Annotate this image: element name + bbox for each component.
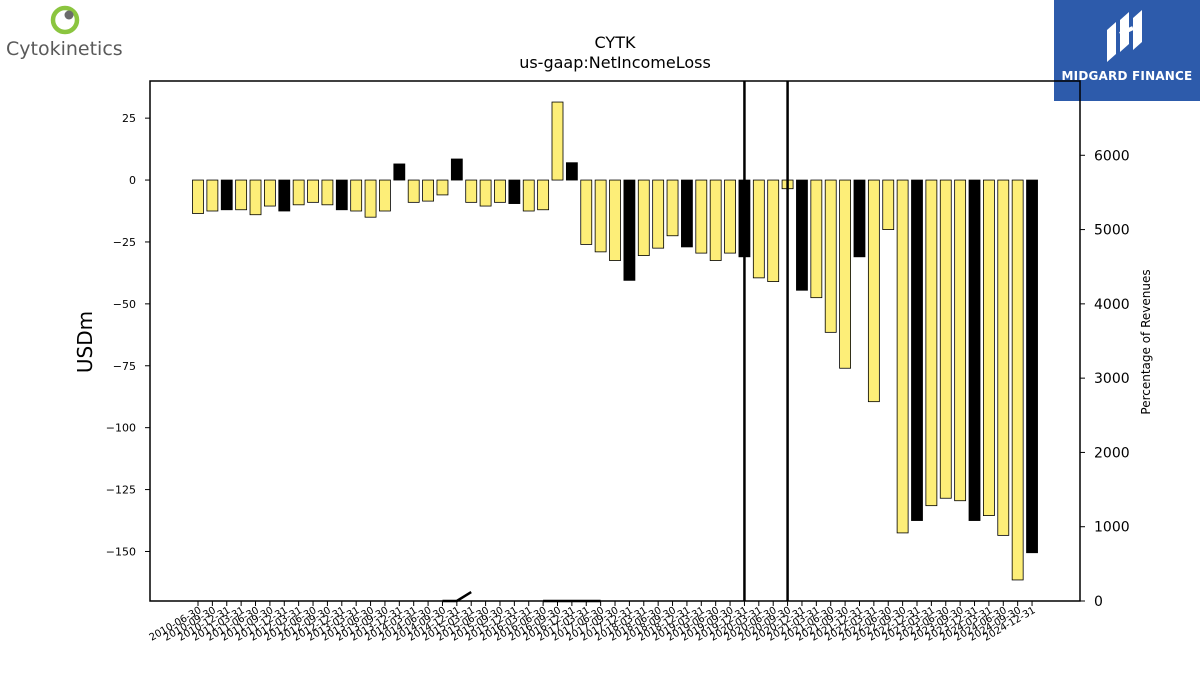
y2-tick-label: 5000 bbox=[1094, 223, 1130, 239]
y-tick-label: −75 bbox=[113, 360, 136, 373]
bar-2011-03-31 bbox=[235, 179, 248, 211]
bar-2016-09-30 bbox=[551, 101, 564, 181]
y-tick-label: −50 bbox=[113, 298, 136, 311]
bar-2011-06-30 bbox=[249, 179, 262, 216]
bar-2022-06-30 bbox=[882, 179, 895, 230]
y2-tick-label: 4000 bbox=[1094, 297, 1130, 313]
bar-2017-06-30 bbox=[594, 179, 607, 253]
bar-2022-09-30 bbox=[896, 179, 909, 534]
y2-tick-label: 0 bbox=[1094, 594, 1103, 610]
midgard-finance-logo: MIDGARD FINANCE bbox=[1054, 0, 1200, 101]
bar-series bbox=[192, 101, 1038, 581]
bar-2018-03-31 bbox=[637, 179, 650, 256]
bar-2013-09-30 bbox=[379, 179, 391, 212]
bar-2010-09-30 bbox=[206, 179, 219, 212]
cytokinetics-logo-text: Cytokinetics bbox=[6, 38, 123, 60]
bar-2018-06-30 bbox=[652, 179, 665, 249]
bar-2023-06-30 bbox=[939, 179, 952, 499]
bar-2021-03-31 bbox=[810, 179, 823, 299]
y-tick-label: −125 bbox=[106, 484, 136, 497]
bar-2024-03-31 bbox=[983, 179, 995, 516]
bar-2012-06-30 bbox=[307, 179, 319, 203]
y-tick-label: 25 bbox=[122, 112, 136, 125]
cytokinetics-logo-icon bbox=[50, 5, 80, 35]
bar-2024-06-30 bbox=[997, 179, 1010, 536]
bar-2014-09-30 bbox=[436, 179, 449, 196]
bar-2015-09-30 bbox=[494, 179, 506, 203]
bar-2017-03-31 bbox=[580, 179, 593, 245]
bar-2012-03-31 bbox=[292, 179, 305, 206]
plot-frame bbox=[149, 80, 1081, 602]
bar-2018-09-30 bbox=[666, 179, 679, 237]
bar-2024-09-30 bbox=[1011, 179, 1024, 581]
reference-lines bbox=[743, 81, 789, 601]
chart-title: CYTK bbox=[595, 33, 636, 52]
y-axis-ticks: 25 0 −25 −50 −75 −100 −125 −150 bbox=[106, 112, 150, 558]
bar-2018-12-31 bbox=[681, 179, 693, 248]
bar-2015-03-31 bbox=[465, 179, 478, 203]
y2-tick-label: 2000 bbox=[1094, 445, 1130, 461]
chart-subtitle: us-gaap:NetIncomeLoss bbox=[519, 53, 711, 72]
bar-2023-09-30 bbox=[954, 179, 967, 502]
bar-2013-03-31 bbox=[350, 179, 363, 212]
bar-2015-12-31 bbox=[508, 179, 521, 204]
bar-2021-12-31 bbox=[853, 179, 866, 258]
y2-tick-label: 1000 bbox=[1094, 520, 1130, 536]
midgard-finance-logo-text: MIDGARD FINANCE bbox=[1061, 69, 1193, 83]
bar-2016-06-30 bbox=[537, 179, 550, 211]
bar-2016-12-31 bbox=[565, 162, 578, 181]
bar-2016-03-31 bbox=[522, 179, 535, 212]
bar-2010-12-31 bbox=[220, 179, 233, 211]
bar-2014-12-31 bbox=[450, 158, 463, 181]
y-tick-label: −150 bbox=[106, 545, 136, 558]
bar-2024-12-31 bbox=[1026, 179, 1038, 554]
line-series bbox=[442, 591, 601, 603]
bar-2012-09-30 bbox=[321, 179, 334, 206]
bar-2020-12-31 bbox=[796, 179, 808, 291]
bar-2020-06-30 bbox=[767, 179, 780, 282]
bar-2014-06-30 bbox=[422, 179, 434, 202]
bar-2021-06-30 bbox=[824, 179, 837, 333]
y2-tick-label: 3000 bbox=[1094, 371, 1130, 387]
bar-2017-09-30 bbox=[609, 179, 621, 261]
bar-2017-12-31 bbox=[623, 179, 636, 281]
y2-axis-ticks: 0 1000 2000 3000 4000 5000 6000 bbox=[1080, 148, 1130, 610]
bar-2011-12-31 bbox=[278, 179, 291, 212]
bar-2014-03-31 bbox=[407, 179, 420, 203]
y2-axis-label: Percentage of Revenues bbox=[1139, 269, 1153, 414]
bar-2015-06-30 bbox=[479, 179, 492, 207]
bar-2013-12-31 bbox=[393, 163, 406, 181]
bar-2011-09-30 bbox=[263, 179, 276, 207]
bar-2022-12-31 bbox=[911, 179, 923, 521]
bar-2022-03-31 bbox=[867, 179, 880, 403]
midgard-finance-logo-icon bbox=[1107, 10, 1142, 62]
y-tick-label: −25 bbox=[113, 236, 136, 249]
bar-2012-12-31 bbox=[335, 179, 348, 211]
bar-2021-09-30 bbox=[839, 179, 851, 369]
y-tick-label: 0 bbox=[129, 174, 136, 187]
bar-2020-03-31 bbox=[752, 179, 765, 279]
x-axis-ticks: 2010-06-302010-09-302010-12-312011-03-31… bbox=[148, 601, 1038, 644]
bar-2023-03-31 bbox=[925, 179, 938, 507]
y2-tick-label: 6000 bbox=[1094, 148, 1130, 164]
bar-2019-06-30 bbox=[709, 179, 722, 261]
bar-2019-03-31 bbox=[695, 179, 708, 254]
y-tick-label: −100 bbox=[106, 422, 136, 435]
y-axis-label: USDm bbox=[73, 311, 97, 373]
bar-2019-09-30 bbox=[724, 179, 736, 254]
bar-2023-12-31 bbox=[968, 179, 981, 521]
cytokinetics-logo: Cytokinetics bbox=[4, 4, 134, 64]
bar-2013-06-30 bbox=[364, 179, 377, 218]
bar-2010-06-30 bbox=[192, 179, 204, 214]
line-segment-0 bbox=[442, 591, 472, 603]
